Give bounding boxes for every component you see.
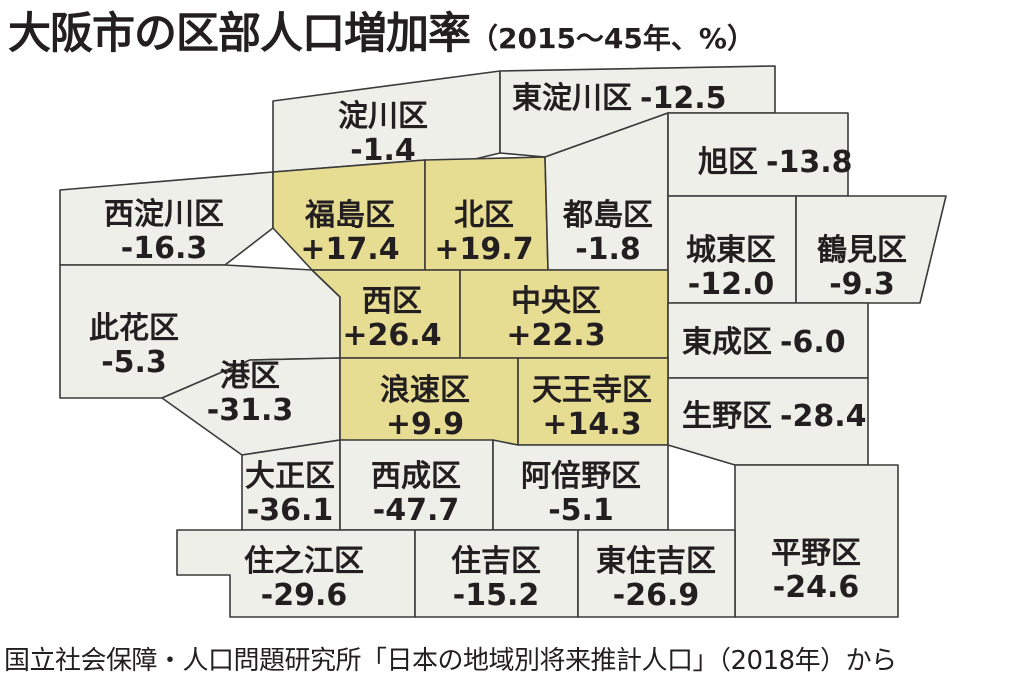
- ward-value-higashiyodogawa: -12.5: [640, 81, 726, 116]
- ward-name-taisho: 大正区: [245, 459, 335, 494]
- ward-name-hirano: 平野区: [771, 536, 861, 571]
- ward-value-higashisumiyoshi: -26.9: [613, 578, 699, 613]
- ward-labels: 淀川区-1.4 東淀川区 -12.5 西淀川区-16.3 福島区+17.4 北区+19.7…: [89, 81, 907, 613]
- ward-value-ikuno: -28.4: [780, 399, 866, 434]
- ward-name-fukushima: 福島区: [304, 198, 395, 233]
- ward-name-tennoji: 天王寺区: [532, 373, 652, 408]
- ward-value-konohana: -5.3: [101, 345, 167, 380]
- ward-value-hirano: -24.6: [773, 570, 859, 605]
- ward-name-ikuno: 生野区: [682, 399, 772, 434]
- ward-name-asahi: 旭区: [698, 145, 758, 180]
- ward-value-minato: -31.3: [207, 393, 293, 428]
- ward-name-chuo: 中央区: [511, 284, 601, 319]
- ward-name-higashinari: 東成区: [682, 325, 772, 360]
- ward-value-fukushima: +17.4: [300, 232, 399, 267]
- ward-area-nishiyodogawa: [59, 171, 274, 266]
- ward-value-nishiyodogawa: -16.3: [121, 231, 207, 266]
- ward-value-nishinari: -47.7: [373, 493, 459, 528]
- ward-area-abeno: [492, 439, 669, 531]
- ward-value-miyakojima: -1.8: [575, 232, 641, 267]
- ward-value-abeno: -5.1: [548, 493, 614, 528]
- ward-value-suminoe: -29.6: [261, 578, 347, 613]
- ward-name-kita: 北区: [454, 198, 514, 233]
- ward-name-tsurumi: 鶴見区: [817, 233, 907, 268]
- ward-value-sumiyoshi: -15.2: [453, 578, 539, 613]
- source-note: 国立社会保障・人口問題研究所「日本の地域別将来推計人口」（2018年）から: [4, 646, 897, 676]
- map-title: 大阪市の区部人口増加率（2015〜45年、%）: [8, 4, 755, 69]
- ward-name-abeno: 阿倍野区: [521, 459, 641, 494]
- ward-value-naniwa: +9.9: [386, 407, 464, 442]
- ward-value-yodogawa: -1.4: [350, 133, 416, 168]
- ward-value-tennoji: +14.3: [542, 407, 641, 442]
- ward-name-miyakojima: 都島区: [562, 198, 653, 233]
- ward-name-naniwa: 浪速区: [380, 373, 470, 408]
- ward-value-kita: +19.7: [434, 232, 533, 267]
- ward-value-joto: -12.0: [688, 267, 774, 302]
- ward-name-suminoe: 住之江区: [244, 544, 364, 579]
- ward-value-higashinari: -6.0: [780, 325, 846, 360]
- ward-name-joto: 城東区: [686, 233, 776, 268]
- ward-name-minato: 港区: [220, 359, 280, 394]
- ward-name-konohana: 此花区: [89, 311, 179, 346]
- ward-name-nishinari: 西成区: [371, 459, 461, 494]
- ward-name-nishiyodogawa: 西淀川区: [104, 197, 224, 232]
- ward-value-chuo: +22.3: [506, 318, 605, 353]
- ward-area-higashisumiyoshi: [577, 529, 736, 618]
- ward-name-yodogawa: 淀川区: [338, 99, 428, 134]
- ward-value-tsurumi: -9.3: [829, 267, 895, 302]
- ward-shapes: [59, 65, 947, 618]
- ward-name-higashiyodogawa: 東淀川区: [512, 81, 632, 116]
- ward-name-nishi: 西区: [362, 284, 422, 319]
- ward-value-asahi: -13.8: [766, 145, 852, 180]
- ward-value-taisho: -36.1: [247, 493, 333, 528]
- map-title-text: 大阪市の区部人口増加率: [8, 9, 471, 59]
- ward-name-sumiyoshi: 住吉区: [451, 544, 541, 579]
- ward-value-nishi: +26.4: [342, 318, 441, 353]
- map-subtitle: （2015〜45年、%）: [470, 22, 755, 55]
- ward-area-tsurumi: [795, 195, 947, 304]
- ward-name-higashisumiyoshi: 東住吉区: [596, 544, 716, 579]
